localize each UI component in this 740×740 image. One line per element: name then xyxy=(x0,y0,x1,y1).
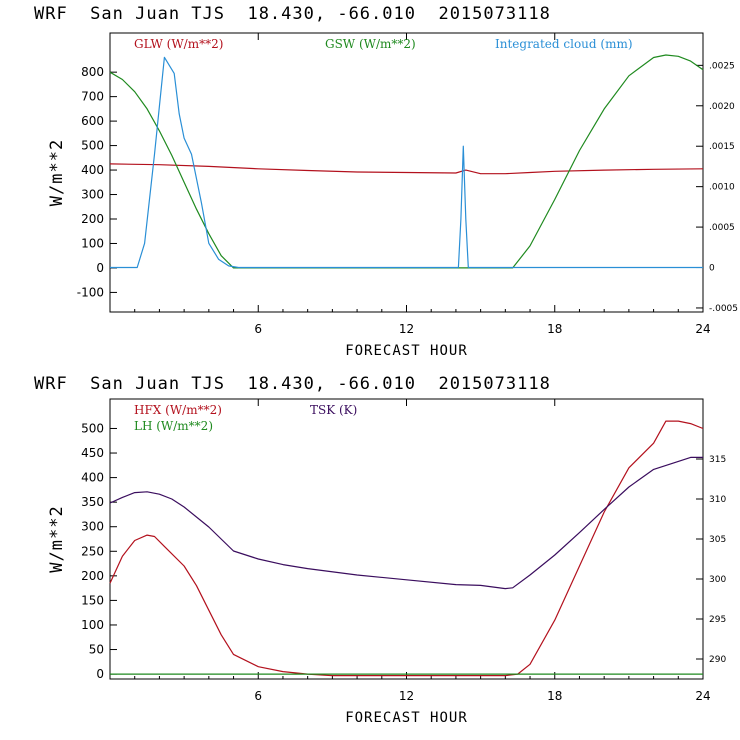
y-tick-label: 400 xyxy=(81,471,104,485)
y2-tick-label: 290 xyxy=(709,655,726,665)
legend-entry: Integrated cloud (mm) xyxy=(495,37,633,51)
chart-radiation: 6 12 18 24 -100 0 100 200 300 400 500 600 700 800 -.00… xyxy=(47,32,738,359)
y-tick-label: 500 xyxy=(81,421,104,435)
y-tick-label: 350 xyxy=(81,495,104,509)
x-tick-label: 18 xyxy=(547,689,562,703)
x-tick-label: 18 xyxy=(547,322,562,336)
y-tick-label: 300 xyxy=(81,188,104,202)
y-tick-label: 400 xyxy=(81,163,104,177)
y2-tick-label: .0020 xyxy=(709,102,735,112)
y-tick-label: 700 xyxy=(81,90,104,104)
y-axis-label: W/m**2 xyxy=(47,139,67,206)
y-tick-label: 300 xyxy=(81,520,104,534)
x-axis-label: FORECAST HOUR xyxy=(345,343,468,359)
y-tick-label: 0 xyxy=(96,667,104,681)
y-tick-label: 500 xyxy=(81,139,104,153)
y-axis-label: W/m**2 xyxy=(47,505,67,572)
x-axis-label: FORECAST HOUR xyxy=(345,710,468,726)
legend-entry: HFX (W/m**2) xyxy=(134,403,222,417)
legend-entry: TSK (K) xyxy=(310,403,357,417)
y-tick-label: -100 xyxy=(77,285,104,299)
y2-tick-label: -.0005 xyxy=(709,304,738,314)
y-tick-label: 150 xyxy=(81,593,104,607)
y2-tick-label: .0025 xyxy=(709,61,735,71)
legend-entry: GLW (W/m**2) xyxy=(134,37,223,51)
y-tick-label: 50 xyxy=(89,643,104,657)
x-tick-label: 24 xyxy=(695,689,710,703)
y-tick-label: 0 xyxy=(96,261,104,275)
series-line-green xyxy=(109,54,704,269)
y2-tick-label: .0015 xyxy=(709,142,735,152)
series-line-red xyxy=(109,163,704,175)
x-tick-label: 12 xyxy=(399,689,414,703)
y2-tick-label: .0005 xyxy=(709,223,735,233)
y-tick-label: 100 xyxy=(81,618,104,632)
plot-frame xyxy=(109,398,704,680)
y-tick-label: 250 xyxy=(81,544,104,558)
y2-tick-label: 315 xyxy=(709,455,726,465)
y2-tick-label: 305 xyxy=(709,535,726,545)
y-tick-label: 800 xyxy=(81,65,104,79)
y-tick-label: 100 xyxy=(81,236,104,250)
x-tick-label: 6 xyxy=(254,689,262,703)
x-tick-label: 12 xyxy=(399,322,414,336)
chart-surface-flux: 6 12 18 24 0 50 100 150 200 250 300 350 400 450 500 290… xyxy=(47,398,726,726)
y-tick-label: 450 xyxy=(81,446,104,460)
y2-tick-label: .0010 xyxy=(709,183,735,193)
legend-entry: LH (W/m**2) xyxy=(134,419,213,433)
chart-title-bottom: WRF San Juan TJS 18.430, -66.010 2015073… xyxy=(34,374,551,394)
y2-tick-label: 295 xyxy=(709,615,726,625)
y2-tick-label: 310 xyxy=(709,495,726,505)
legend-entry: GSW (W/m**2) xyxy=(325,37,416,51)
series-line-purple xyxy=(109,456,703,590)
x-tick-label: 6 xyxy=(254,322,262,336)
y-tick-label: 600 xyxy=(81,114,104,128)
x-tick-label: 24 xyxy=(695,322,710,336)
chart-title-top: WRF San Juan TJS 18.430, -66.010 2015073… xyxy=(34,4,551,24)
series-line-red xyxy=(109,420,704,677)
series-line-blue xyxy=(110,56,703,269)
y-tick-label: 200 xyxy=(81,569,104,583)
y-tick-label: 200 xyxy=(81,212,104,226)
y2-tick-label: 0 xyxy=(709,264,715,274)
y2-tick-label: 300 xyxy=(709,575,726,585)
